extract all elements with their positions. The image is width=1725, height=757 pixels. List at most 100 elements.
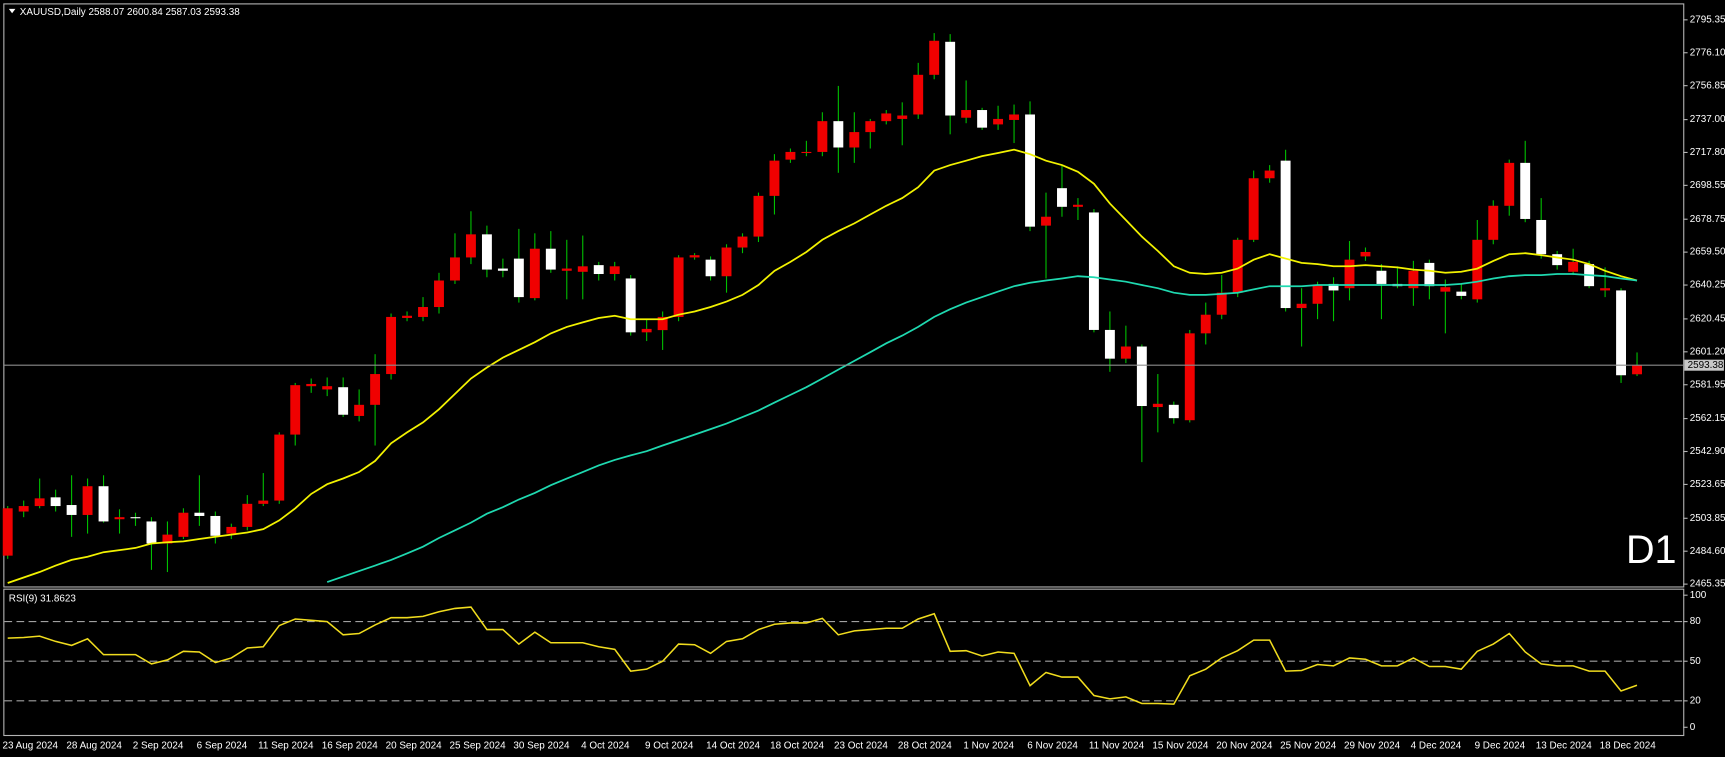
- candle-body: [1136, 346, 1147, 407]
- candle-body: [1072, 204, 1083, 207]
- candle-body: [1184, 333, 1195, 421]
- open-value: 2588.07: [89, 7, 125, 18]
- x-tick-label: 9 Dec 2024: [1475, 741, 1526, 752]
- y-tick-label: 2698.55: [1690, 180, 1725, 191]
- collapse-arrow[interactable]: [8, 8, 16, 14]
- x-tick-label: 1 Nov 2024: [963, 741, 1014, 752]
- candle-body: [34, 498, 45, 507]
- candle-body: [1312, 284, 1323, 304]
- x-tick-label: 9 Oct 2024: [645, 741, 694, 752]
- candle-body: [1504, 162, 1515, 206]
- x-tick-label: 6 Sep 2024: [197, 741, 248, 752]
- x-tick-label: 20 Sep 2024: [386, 741, 443, 752]
- candle-body: [370, 374, 381, 405]
- candle-body: [258, 500, 269, 504]
- candle-body: [721, 247, 732, 277]
- candle-body: [1025, 114, 1035, 227]
- x-tick-label: 25 Sep 2024: [449, 741, 506, 752]
- candle-body: [689, 255, 700, 258]
- candle-body: [1088, 212, 1099, 330]
- x-tick-label: 18 Dec 2024: [1600, 741, 1657, 752]
- candle-body: [418, 307, 428, 317]
- candle-body: [18, 506, 29, 512]
- x-tick-label: 6 Nov 2024: [1027, 741, 1078, 752]
- candle-body: [1280, 160, 1291, 309]
- x-tick-label: 25 Nov 2024: [1280, 741, 1337, 752]
- y-tick-label: 2523.65: [1690, 479, 1725, 490]
- y-tick-label: 20: [1690, 695, 1702, 706]
- candle-body: [561, 268, 572, 271]
- candle-body: [1568, 261, 1579, 272]
- y-tick-label: 2465.35: [1690, 579, 1725, 590]
- candle-body: [146, 521, 157, 544]
- candle-body: [1536, 219, 1547, 255]
- candle-body: [753, 195, 764, 237]
- candle-body: [1248, 178, 1259, 240]
- x-tick-label: 13 Dec 2024: [1536, 741, 1593, 752]
- price-label: 2593.38: [1688, 360, 1724, 371]
- candle-body: [881, 113, 892, 122]
- candle-body: [481, 234, 492, 270]
- y-tick-label: 2737.00: [1690, 114, 1725, 125]
- y-tick-label: 2659.50: [1690, 247, 1725, 258]
- candle-body: [1009, 114, 1020, 120]
- candle-body: [1360, 251, 1371, 257]
- x-tick-label: 18 Oct 2024: [770, 741, 824, 752]
- x-tick-label: 28 Aug 2024: [66, 741, 122, 752]
- candle-body: [1600, 288, 1611, 291]
- candle-body: [657, 316, 668, 331]
- candle-body: [1041, 216, 1051, 226]
- candle-body: [1057, 188, 1067, 207]
- x-tick-label: 15 Nov 2024: [1152, 741, 1209, 752]
- y-tick-label: 2776.10: [1690, 47, 1725, 58]
- candle-body: [1104, 329, 1115, 359]
- candle-body: [210, 515, 221, 536]
- candle-body: [993, 118, 1004, 125]
- candle-body: [1408, 270, 1419, 289]
- y-tick-label: 0: [1690, 722, 1696, 733]
- timeframe-label: D1: [1626, 528, 1677, 572]
- candle-body: [66, 505, 77, 515]
- x-tick-label: 11 Sep 2024: [258, 741, 314, 752]
- candle-body: [1120, 346, 1131, 359]
- candle-body: [737, 236, 748, 248]
- x-tick-label: 2 Sep 2024: [133, 741, 184, 752]
- x-tick-label: 23 Aug 2024: [2, 741, 58, 752]
- y-tick-label: 100: [1690, 590, 1707, 601]
- candle-body: [82, 486, 93, 515]
- price-label-box: [1684, 359, 1724, 371]
- candle-body: [386, 316, 397, 375]
- main-pane-frame: [3, 3, 1685, 588]
- close-value: 2593.38: [204, 7, 240, 18]
- candle-body: [98, 486, 109, 522]
- x-tick-label: 20 Nov 2024: [1216, 741, 1273, 752]
- candle-body: [1344, 259, 1355, 289]
- candle-body: [1456, 291, 1467, 296]
- candle-body: [130, 517, 141, 519]
- candle-body: [1472, 239, 1483, 300]
- x-tick-label: 14 Oct 2024: [706, 741, 760, 752]
- candle-body: [322, 386, 333, 390]
- candle-body: [961, 110, 972, 118]
- candle-body: [450, 257, 460, 281]
- x-tick-label: 30 Sep 2024: [513, 741, 570, 752]
- candle-body: [529, 248, 540, 299]
- candle-body: [1424, 262, 1435, 287]
- candle-body: [1168, 404, 1179, 419]
- candle-body: [673, 257, 684, 317]
- candle-body: [226, 526, 237, 534]
- candle-body: [1376, 270, 1387, 284]
- candle-body: [242, 503, 253, 527]
- moving-average-line: [326, 273, 1638, 583]
- y-tick-label: 2756.85: [1690, 80, 1725, 91]
- candle-body: [929, 40, 940, 75]
- candle-body: [577, 266, 588, 272]
- candle-body: [801, 151, 812, 154]
- candle-body: [865, 121, 876, 133]
- candle-body: [306, 383, 317, 387]
- candle-body: [1616, 290, 1627, 376]
- rsi-pane-frame: [3, 588, 1685, 737]
- candle-body: [354, 404, 365, 416]
